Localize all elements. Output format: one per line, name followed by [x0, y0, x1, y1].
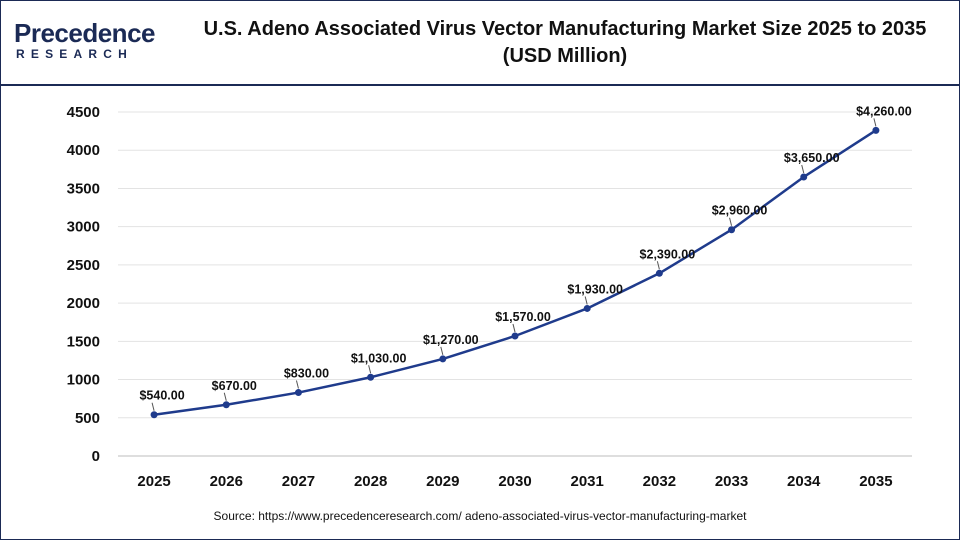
x-tick-label: 2027: [282, 473, 315, 490]
data-label-leader: [656, 261, 660, 270]
x-tick-label: 2035: [859, 473, 892, 490]
y-tick-label: 3000: [67, 219, 100, 236]
data-label-leader: [223, 392, 227, 401]
data-point: [872, 126, 880, 134]
data-label: $1,570.00: [495, 310, 551, 324]
data-point: [800, 173, 808, 181]
data-point: [150, 411, 158, 419]
data-point: [439, 355, 447, 363]
x-tick-label: 2034: [787, 473, 821, 490]
data-label: $2,960.00: [712, 204, 768, 218]
y-tick-label: 1000: [67, 372, 100, 389]
data-label: $830.00: [284, 367, 329, 381]
data-label-leader: [729, 217, 733, 226]
data-label: $1,030.00: [351, 351, 407, 365]
data-point: [222, 401, 230, 409]
x-tick-label: 2033: [715, 473, 748, 490]
y-tick-label: 1500: [67, 333, 100, 350]
x-tick-label: 2029: [426, 473, 459, 490]
chart-title-line2: (USD Million): [502, 45, 628, 67]
data-label-leader: [584, 296, 588, 305]
logo-sub-text: RESEARCH: [16, 47, 133, 61]
data-point: [294, 389, 302, 397]
y-tick-label: 2000: [67, 295, 100, 312]
data-label: $1,270.00: [423, 333, 479, 347]
data-point: [655, 269, 663, 277]
data-label-leader: [368, 365, 372, 374]
data-label-leader: [295, 380, 299, 389]
data-label: $3,650.00: [784, 151, 840, 165]
data-label-leader: [151, 402, 155, 411]
x-tick-label: 2031: [570, 473, 603, 490]
line-chart: 0 500 1000 1500 2000 2500 3000 3500 4000 4500 2025…: [67, 104, 912, 490]
chart-title-line1: U.S. Adeno Associated Virus Vector Manuf…: [203, 18, 927, 40]
data-label-leader: [440, 346, 444, 356]
y-tick-label: 3500: [67, 180, 100, 197]
data-label-leader: [873, 118, 877, 127]
header: Precedence RESEARCH U.S. Adeno Associate…: [0, 0, 960, 86]
y-tick-label: 4000: [67, 142, 100, 159]
x-tick-label: 2026: [210, 473, 243, 490]
data-point: [728, 226, 736, 234]
data-label-leader: [512, 323, 516, 333]
data-label: $670.00: [212, 379, 257, 393]
data-label: $4,260.00: [856, 104, 912, 118]
x-tick-label: 2028: [354, 473, 387, 490]
data-point: [511, 332, 519, 340]
source-note: Source: https://www.precedenceresearch.c…: [213, 509, 747, 523]
data-label-leader: [801, 164, 805, 174]
x-tick-label: 2032: [643, 473, 676, 490]
series-line: [153, 129, 877, 416]
data-label: $1,930.00: [567, 282, 623, 296]
y-tick-label: 4500: [67, 104, 100, 121]
y-tick-label: 500: [75, 410, 100, 427]
chart-title: U.S. Adeno Associated Virus Vector Manuf…: [190, 16, 940, 70]
logo-main-text: Precedence: [14, 18, 155, 48]
data-point: [367, 373, 375, 381]
x-tick-label: 2030: [498, 473, 531, 490]
y-tick-label: 0: [92, 448, 100, 465]
data-point: [583, 304, 591, 312]
data-label: $2,390.00: [640, 247, 696, 261]
data-label: $540.00: [139, 389, 184, 403]
x-tick-label: 2025: [137, 473, 170, 490]
logo: Precedence RESEARCH: [14, 16, 164, 64]
y-tick-label: 2500: [67, 257, 100, 274]
